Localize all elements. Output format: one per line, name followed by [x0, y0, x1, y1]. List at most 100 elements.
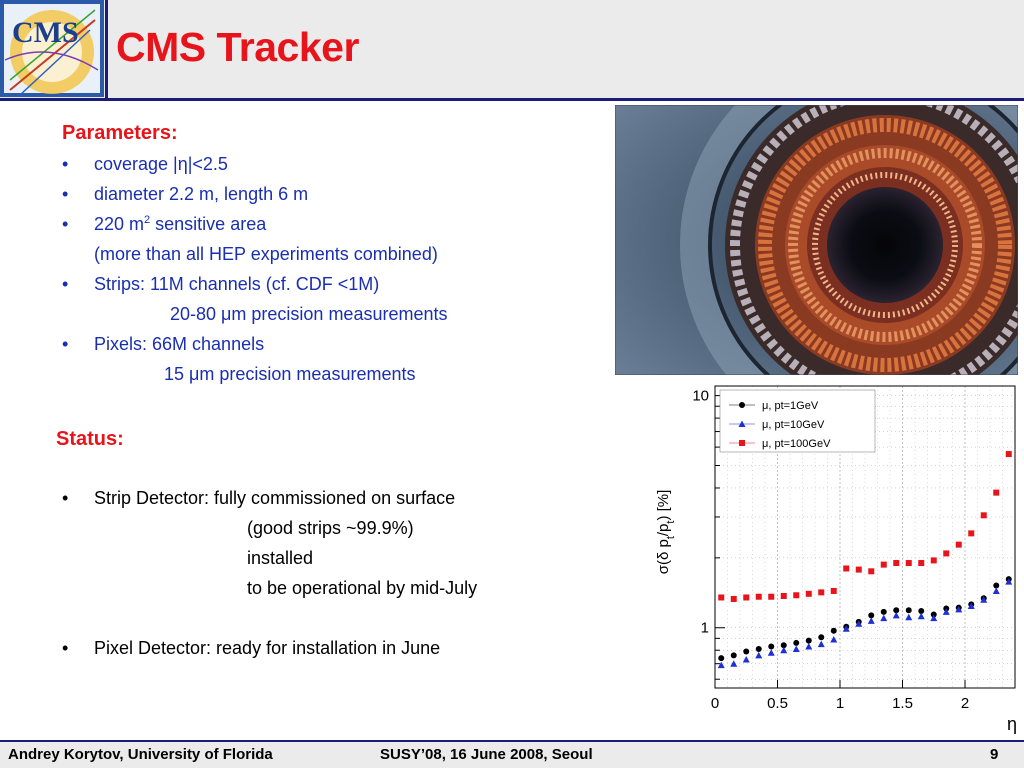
data-point-circle [768, 643, 775, 650]
data-point-triangle [992, 587, 1000, 594]
data-point-circle [830, 627, 837, 634]
data-point-triangle [980, 596, 988, 603]
cms-logo: CMS [0, 0, 104, 97]
param-strips-precision: 20-80 μm precision measurements [170, 304, 448, 324]
x-axis-label: η [1007, 714, 1017, 734]
data-point-square [943, 550, 950, 557]
data-point-circle [918, 608, 925, 615]
data-point-circle [930, 611, 937, 618]
data-point-square [755, 593, 762, 600]
footer-bar [0, 742, 1024, 768]
header-rule [0, 98, 1024, 101]
data-point-triangle [855, 620, 863, 627]
data-point-square [868, 568, 875, 575]
data-point-circle [793, 639, 800, 646]
data-point-triangle [717, 661, 725, 669]
data-point-triangle [842, 625, 850, 632]
data-point-triangle [942, 608, 950, 615]
legend-box [719, 389, 876, 453]
data-point-triangle [817, 640, 825, 648]
data-point-triangle [742, 655, 750, 663]
slide-title: CMS Tracker [116, 24, 359, 70]
data-point-circle [780, 642, 787, 649]
page-number: 9 [990, 746, 999, 763]
plot-frame [714, 385, 1016, 689]
status-strip-detector: Strip Detector: fully commissioned on su… [94, 488, 456, 508]
data-point-circle [718, 655, 725, 662]
data-point-square [905, 560, 912, 567]
data-point-triangle [755, 651, 763, 659]
data-point-circle [743, 648, 750, 655]
svg-text:CMS: CMS [12, 16, 79, 49]
data-point-circle [805, 637, 812, 644]
plot-legend: μ, pt=1GeV μ, pt=10GeV μ, pt=100GeV [719, 389, 876, 453]
data-point-triangle [880, 614, 888, 622]
bullet: • [62, 184, 69, 204]
data-point-square [893, 560, 900, 567]
status-heading: Status: [56, 428, 124, 450]
data-point-square [993, 489, 1000, 496]
data-point-triangle [730, 660, 738, 667]
data-point-triangle [892, 611, 900, 619]
status-strip-schedule: to be operational by mid-July [247, 578, 478, 598]
data-point-square [730, 595, 737, 602]
legend-label: μ, pt=100GeV [762, 438, 831, 450]
x-tick-label: 1 [836, 695, 844, 712]
data-point-triangle [905, 613, 913, 621]
bullet: • [62, 334, 69, 354]
data-point-square [855, 566, 862, 573]
y-tick-label: 1 [701, 620, 709, 637]
data-point-square [1005, 451, 1012, 458]
footer-event: SUSY’08, 16 June 2008, Seoul [380, 746, 593, 763]
data-point-triangle [1005, 578, 1013, 585]
x-tick-label: 0.5 [767, 695, 788, 712]
data-point-square [780, 592, 787, 599]
data-point-square [980, 512, 987, 519]
legend-marker [739, 402, 745, 408]
data-point-square [930, 557, 937, 564]
data-point-square [955, 541, 962, 548]
tracker-photo [615, 105, 1018, 375]
x-tick-label: 1.5 [892, 695, 913, 712]
data-point-triangle [805, 643, 813, 650]
param-pixels: Pixels: 66M channels [94, 334, 265, 354]
data-point-square [768, 593, 775, 600]
data-point-square [793, 592, 800, 599]
data-point-square [918, 560, 925, 567]
legend-marker [739, 440, 745, 446]
data-point-square [968, 530, 975, 537]
data-point-square [718, 594, 725, 601]
bullet: • [62, 154, 69, 174]
data-point-square [880, 561, 887, 568]
param-area-note: (more than all HEP experiments combined) [94, 244, 438, 264]
bullet: • [62, 488, 69, 508]
header-divider [105, 0, 108, 100]
data-point-triangle [780, 646, 788, 654]
param-strips: Strips: 11M channels (cf. CDF <1M) [94, 274, 380, 294]
status-strip-installed: installed [247, 548, 314, 568]
data-point-circle [880, 608, 887, 615]
data-point-triangle [792, 645, 800, 652]
plot-ticks: 0 0.5 1 1.5 2 1 10 [692, 388, 969, 712]
data-point-triangle [867, 617, 875, 624]
y-axis-label: σ(δ pt/pt) [%] [655, 490, 677, 575]
data-point-triangle [967, 602, 975, 610]
param-pixels-precision: 15 μm precision measurements [164, 364, 416, 384]
param-area: 220 m2 sensitive area [94, 214, 267, 234]
legend-label: μ, pt=10GeV [762, 419, 825, 431]
data-point-triangle [767, 649, 775, 656]
data-point-square [743, 594, 750, 601]
param-dimensions: diameter 2.2 m, length 6 m [94, 184, 309, 204]
y-tick-label: 10 [692, 388, 709, 405]
bullet: • [62, 274, 69, 294]
x-tick-label: 0 [711, 695, 719, 712]
data-point-circle [893, 607, 900, 614]
status-pixel-detector: Pixel Detector: ready for installation i… [94, 638, 441, 658]
legend-label: μ, pt=1GeV [762, 400, 819, 412]
data-point-square [818, 589, 825, 596]
plot-points [717, 451, 1013, 669]
data-point-circle [818, 634, 825, 641]
param-coverage: coverage |η|<2.5 [94, 154, 228, 174]
footer-author: Andrey Korytov, University of Florida [8, 746, 273, 763]
